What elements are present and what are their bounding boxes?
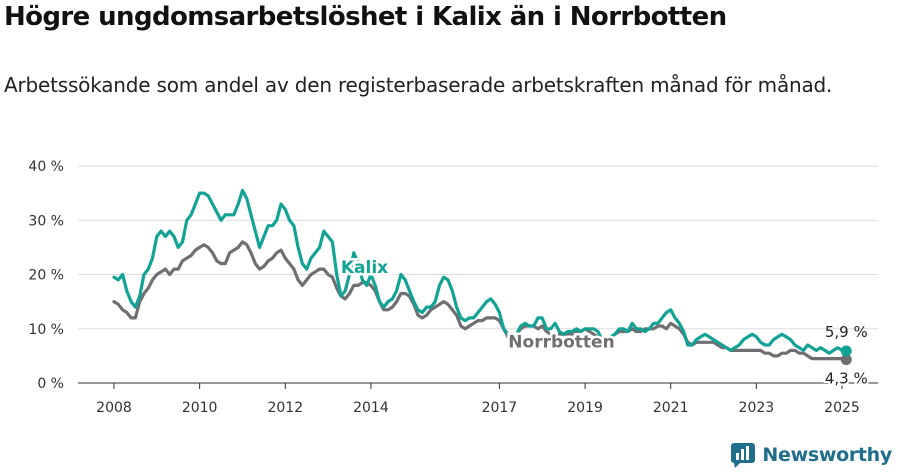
x-tick-label: 2021 xyxy=(653,400,689,416)
end-label-norrbotten: 4,3 % xyxy=(825,370,868,388)
y-axis: 0 % 10 % 20 % 30 % 40 % xyxy=(28,159,64,392)
x-tick-label: 2019 xyxy=(567,400,603,416)
series-label-kalix: Kalix xyxy=(341,258,388,278)
x-tick-label: 2014 xyxy=(353,400,389,416)
series-line-kalix xyxy=(112,188,848,355)
chart-subtitle: Arbetssökande som andel av den registerb… xyxy=(4,73,833,97)
series-group xyxy=(112,188,852,366)
end-label-kalix: 5,9 % xyxy=(825,323,868,341)
newsworthy-logo-icon xyxy=(731,443,756,468)
y-tick-label: 10 % xyxy=(28,322,64,338)
end-point-kalix xyxy=(840,345,852,357)
chart-title: Högre ungdomsarbetslöshet i Kalix än i N… xyxy=(4,2,727,32)
x-tick-label: 2012 xyxy=(267,400,303,416)
y-tick-label: 0 % xyxy=(37,376,64,392)
series-labels: Kalix Norrbotten 5,9 % 4,3 % xyxy=(338,255,869,389)
x-axis: 2008 2010 2012 2014 2017 2019 2021 2023 2025 xyxy=(96,383,860,416)
series-line-norrbotten xyxy=(112,240,848,362)
grid xyxy=(78,165,878,384)
brand-name: Newsworthy xyxy=(762,444,892,466)
end-point-norrbotten xyxy=(840,354,852,366)
y-tick-label: 30 % xyxy=(28,213,64,229)
y-tick-label: 40 % xyxy=(28,159,64,175)
series-label-norrbotten: Norrbotten xyxy=(508,333,614,353)
x-tick-label: 2008 xyxy=(96,400,132,416)
y-tick-label: 20 % xyxy=(28,268,64,284)
x-tick-label: 2025 xyxy=(824,400,860,416)
x-tick-label: 2023 xyxy=(739,400,775,416)
x-tick-label: 2010 xyxy=(182,400,218,416)
x-tick-label: 2017 xyxy=(482,400,518,416)
brand-logo: Newsworthy xyxy=(730,442,892,468)
